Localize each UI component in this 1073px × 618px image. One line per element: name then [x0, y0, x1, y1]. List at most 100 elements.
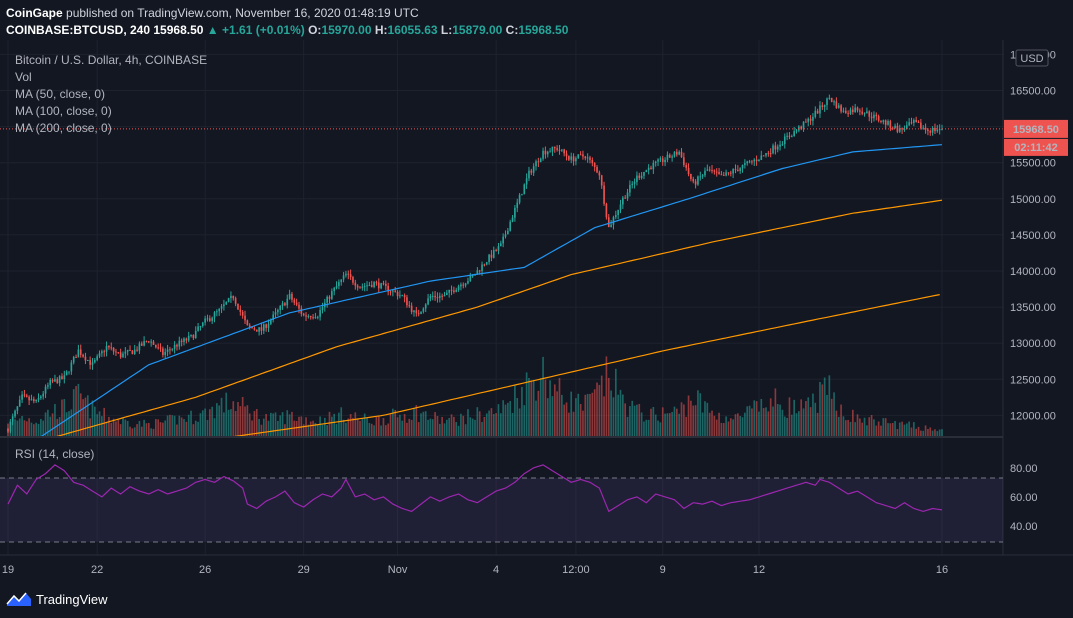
volume-bar: [683, 404, 685, 437]
candle-body: [711, 170, 713, 172]
volume-bar: [331, 416, 333, 437]
volume-bar: [51, 413, 54, 437]
candle-body: [924, 127, 927, 130]
volume-bar: [786, 417, 788, 437]
candle-body: [509, 221, 512, 231]
candle-body: [678, 151, 680, 155]
candle-body: [326, 296, 328, 303]
volume-bar: [927, 429, 929, 437]
volume-bar: [603, 396, 605, 437]
volume-bar: [654, 414, 657, 437]
tradingview-footer[interactable]: TradingView: [6, 591, 108, 607]
candle-body: [783, 136, 786, 145]
volume-bar: [612, 397, 615, 437]
candle-body: [96, 356, 98, 361]
volume-bar: [438, 423, 441, 437]
candle-body: [833, 101, 835, 103]
volume-bar: [711, 410, 713, 437]
candle-body: [793, 131, 795, 137]
candle-body: [147, 341, 150, 343]
candle-body: [105, 345, 108, 352]
close-label: C:: [505, 23, 519, 37]
candle-body: [248, 325, 251, 327]
volume-bar: [720, 422, 723, 437]
volume-bar: [413, 408, 415, 437]
candle-body: [905, 125, 908, 130]
price-badge: [1004, 119, 1068, 138]
volume-bar: [190, 410, 192, 437]
candle-body: [786, 135, 788, 137]
time-axis[interactable]: 19 22 26 29 Nov 4 12:00 9 12 16: [2, 564, 948, 576]
volume-bar: [652, 407, 655, 437]
currency-badge[interactable]: [1015, 49, 1049, 67]
volume-bar: [460, 413, 462, 437]
volume-bar: [150, 428, 152, 437]
volume-bar: [14, 419, 16, 437]
volume-bar: [333, 413, 336, 437]
volume-bar: [321, 424, 324, 437]
volume-bar: [917, 426, 920, 437]
volume-bar: [16, 420, 19, 437]
volume-bar: [798, 411, 800, 437]
candle-body: [873, 114, 875, 119]
volume-bar: [335, 423, 338, 437]
volume-bar: [255, 409, 258, 437]
volume-bar: [570, 391, 573, 437]
candle-body: [690, 173, 692, 179]
volume-bar: [108, 416, 110, 437]
candle-body: [751, 161, 753, 163]
volume-bar: [284, 424, 286, 437]
candle-body: [176, 344, 178, 347]
volume-bar: [805, 401, 807, 437]
candle-body: [197, 326, 199, 331]
candle-body: [821, 105, 824, 107]
candle-body: [267, 323, 270, 328]
candle-body: [561, 149, 563, 151]
volume-bar: [802, 408, 805, 437]
volume-bar: [706, 402, 709, 437]
volume-bar: [830, 398, 833, 437]
candle-body: [915, 119, 918, 123]
candle-body: [194, 330, 197, 338]
candle-body: [558, 149, 561, 151]
candle-body: [279, 305, 282, 311]
volume-bar: [699, 393, 702, 437]
volume-bar: [448, 418, 451, 437]
volume-bar: [117, 419, 120, 437]
volume-bar: [492, 414, 495, 437]
candle-body: [103, 351, 106, 353]
candle-body: [732, 169, 734, 174]
candle-body: [122, 353, 124, 358]
candle-body: [917, 122, 920, 124]
price-axis[interactable]: 12000.00 12500.00 13000.00 13500.00 14000.00…: [1010, 49, 1056, 422]
time-tick-label: 12:00: [562, 564, 590, 576]
last-price: 15968.50: [153, 23, 204, 37]
candle-body: [631, 183, 634, 185]
volume-bar: [485, 413, 488, 437]
price-tick-label: 12500.00: [1010, 374, 1056, 386]
candle-body: [408, 305, 411, 307]
candle-body: [140, 343, 143, 346]
volume-bar: [415, 405, 418, 437]
volume-bar: [11, 421, 14, 437]
volume-bar: [640, 412, 643, 437]
volume-bar: [593, 389, 596, 437]
candle-body: [551, 146, 554, 152]
price-badge-text: 15968.50: [1013, 124, 1059, 136]
candle-body: [828, 97, 831, 99]
volume-bar: [859, 418, 861, 437]
publisher-name[interactable]: CoinGape: [6, 6, 63, 20]
volume-bar: [868, 417, 871, 437]
volume-bar: [152, 428, 155, 437]
candle-body: [535, 161, 537, 167]
volume-bar: [18, 418, 21, 437]
candle-body: [295, 302, 298, 305]
candle-body: [32, 399, 35, 402]
legend-ma100: MA (100, close, 0): [15, 104, 112, 118]
volume-bar: [622, 394, 624, 437]
candle-body: [208, 318, 211, 321]
candle-body: [385, 283, 387, 286]
volume-bar: [511, 412, 514, 437]
volume-bar: [636, 404, 638, 437]
